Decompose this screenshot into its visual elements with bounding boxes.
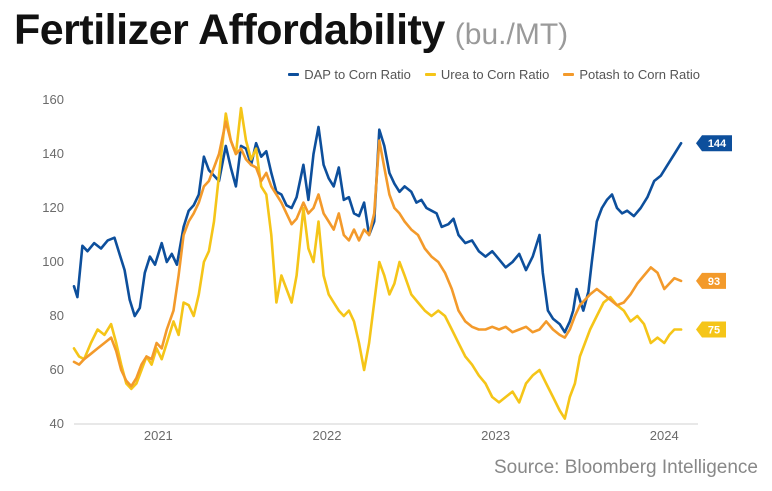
series-line-urea: [72, 106, 683, 420]
legend-item-dap: DAP to Corn Ratio: [288, 67, 411, 82]
y-tick-label-140: 140: [42, 146, 64, 161]
legend-item-potash: Potash to Corn Ratio: [563, 67, 700, 82]
legend-label-potash: Potash to Corn Ratio: [579, 67, 700, 82]
legend-swatch-potash: [563, 73, 575, 76]
end-label-potash: 93: [708, 276, 720, 288]
chart-unit: (bu./MT): [454, 18, 569, 51]
x-tick-label-2023: 2023: [481, 428, 510, 443]
y-tick-label-40: 40: [50, 416, 64, 431]
end-label-badge-potash: [696, 272, 726, 289]
y-tick-label-100: 100: [42, 254, 64, 269]
legend: DAP to Corn Ratio Urea to Corn Ratio Pot…: [288, 67, 700, 82]
y-tick-label-120: 120: [42, 200, 64, 215]
legend-swatch-urea: [424, 73, 436, 76]
chart-title: Fertilizer Affordability: [14, 6, 445, 54]
y-tick-label-60: 60: [50, 362, 64, 377]
end-label-dap: 144: [708, 138, 727, 150]
chart-title-block: Fertilizer Affordability (bu./MT): [14, 6, 568, 55]
legend-swatch-dap: [288, 73, 300, 76]
x-tick-label-2024: 2024: [650, 428, 679, 443]
end-label-badge-urea: [696, 321, 726, 338]
end-label-urea: 75: [708, 325, 720, 337]
x-tick-label-2022: 2022: [313, 428, 342, 443]
legend-label-urea: Urea to Corn Ratio: [440, 67, 550, 82]
legend-item-urea: Urea to Corn Ratio: [424, 67, 550, 82]
series-line-potash: [72, 120, 683, 388]
end-label-badge-dap: [696, 135, 732, 152]
y-tick-label-80: 80: [50, 308, 64, 323]
source-note: Source: Bloomberg Intelligence: [493, 457, 758, 478]
legend-label-dap: DAP to Corn Ratio: [304, 67, 411, 82]
x-tick-label-2021: 2021: [144, 428, 173, 443]
y-tick-label-160: 160: [42, 92, 64, 107]
